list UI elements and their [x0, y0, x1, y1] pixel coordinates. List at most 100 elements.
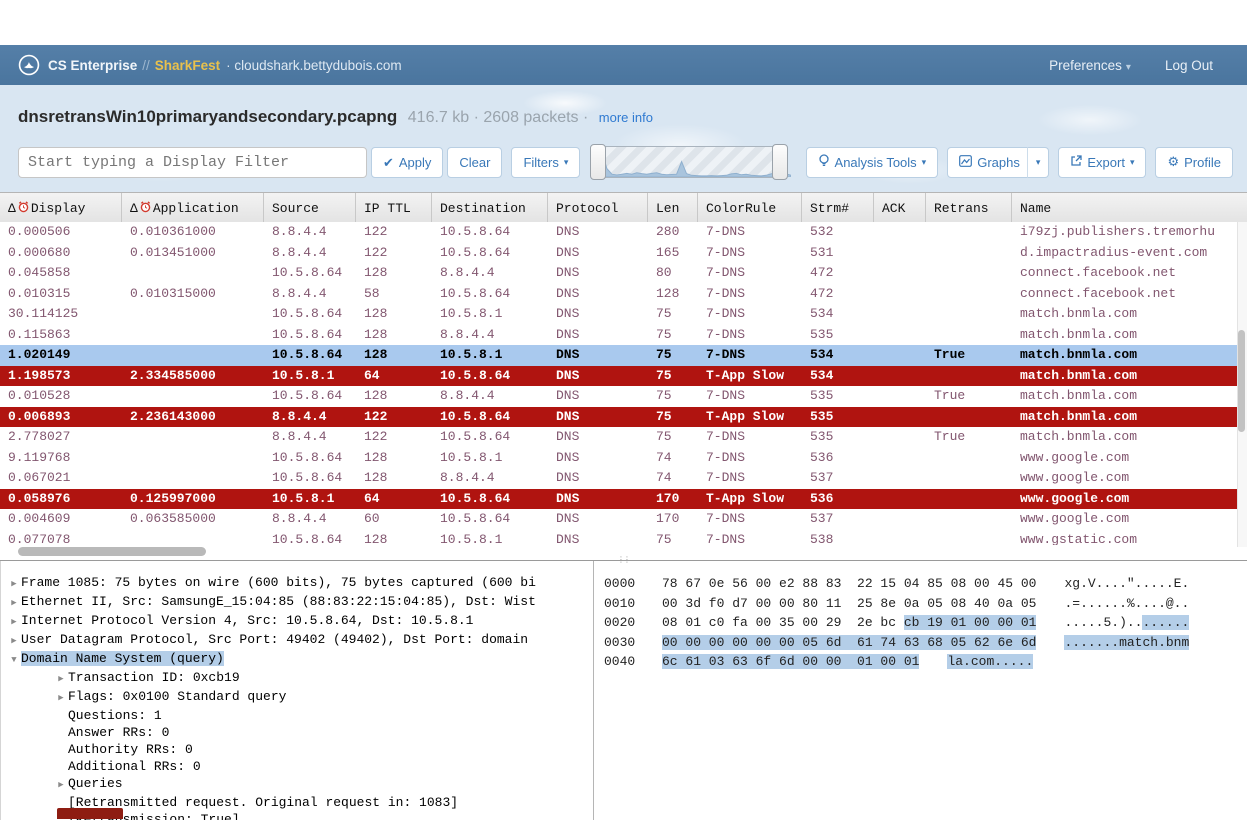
hex-row[interactable]: 0010 00 3d f0 d7 00 00 80 11 25 8e 0a 05 …: [604, 594, 1247, 614]
packet-row[interactable]: 30.114125 10.5.8.64 128 10.5.8.1 DNS 75 7-DNS 5…: [8, 306, 1138, 321]
packet-row[interactable]: 0.010315 0.010315000 8.8.4.4 58 10.5.8.64 DNS…: [8, 285, 1177, 301]
collapsed-arrow-icon[interactable]: ▶: [58, 780, 64, 790]
packet-row[interactable]: 0.010528 10.5.8.64 128 8.8.4.4 DNS 75 7-DNS 535…: [8, 388, 1138, 403]
traffic-sparkline: [597, 151, 792, 177]
collapsed-arrow-icon[interactable]: ▶: [58, 674, 64, 684]
hex-row[interactable]: 0030 00 00 00 00 00 00 05 6d 61 74 63 68 …: [604, 633, 1247, 653]
tree-line[interactable]: Authority RRs: 0: [68, 742, 193, 757]
chevron-down-icon: ▾: [1129, 156, 1135, 167]
column-header-protocol[interactable]: Protocol: [548, 193, 648, 223]
packet-row[interactable]: 0.000506 0.010361000 8.8.4.4 122 10.5.8.64 DN…: [8, 224, 1216, 239]
packet-row[interactable]: 0.077078 10.5.8.64 128 10.5.8.1 DNS 75 7-DNS 53…: [8, 531, 1138, 547]
file-info-bar: dnsretransWin10primaryandsecondary.pcapn…: [18, 107, 653, 127]
hex-row[interactable]: 0040 6c 61 03 63 6f 6d 00 00 01 00 01 la.c…: [604, 652, 1247, 672]
tree-line[interactable]: Answer RRs: 0: [68, 725, 170, 740]
capture-meta: 416.7 kb · 2608 packets ·: [407, 109, 589, 126]
hex-row[interactable]: 0020 08 01 c0 fa 00 35 00 29 2e bc cb 19 …: [604, 613, 1247, 633]
hex-ascii: .....5.)........: [1064, 615, 1190, 630]
column-header-len[interactable]: Len: [648, 193, 698, 223]
packet-row[interactable]: 1.020149 10.5.8.64 128 10.5.8.1 DNS 75 7-DNS 53…: [0, 345, 1247, 366]
packet-row[interactable]: 0.058976 0.125997000 10.5.8.1 64 10.5.8.64 DN…: [0, 488, 1247, 509]
column-header-ack[interactable]: ACK: [874, 193, 926, 223]
export-icon: [1070, 154, 1083, 170]
packet-row[interactable]: 1.198573 2.334585000 10.5.8.1 64 10.5.8.64 DN…: [0, 365, 1247, 386]
export-button[interactable]: Export ▾: [1058, 146, 1147, 178]
packet-row[interactable]: 0.115863 10.5.8.64 128 8.8.4.4 DNS 75 7-DNS 535…: [8, 326, 1138, 342]
hex-row[interactable]: 0000 78 67 0e 56 00 e2 88 83 22 15 04 85 …: [604, 574, 1247, 594]
tree-line[interactable]: Questions: 1: [68, 708, 162, 723]
tree-line[interactable]: ▶ Queries: [7, 775, 593, 794]
packet-row[interactable]: 0.045858 10.5.8.64 128 8.8.4.4 DNS 80 7-DNS 472…: [8, 265, 1177, 280]
logout-link[interactable]: Log Out: [1164, 57, 1213, 73]
hex-ascii: .=......%....@..: [1064, 595, 1190, 611]
more-info-link[interactable]: more info: [598, 110, 653, 125]
column-header-retrans[interactable]: Retrans: [926, 193, 1012, 223]
hex-ascii: .......match.bnm: [1064, 634, 1190, 650]
tree-line[interactable]: ▼ Domain Name System (query): [7, 650, 593, 669]
collapsed-arrow-icon[interactable]: ▶: [11, 579, 17, 589]
horizontal-scrollbar-track[interactable]: [0, 545, 1247, 560]
clear-filter-button[interactable]: Clear: [447, 146, 503, 178]
tree-line[interactable]: ▶ Flags: 0x0100 Standard query: [7, 688, 593, 707]
panel-resize-gripper[interactable]: ⋮⋮: [617, 555, 631, 564]
column-header-ip-ttl[interactable]: IP TTL: [356, 193, 432, 223]
packet-rows: 0.000506 0.010361000 8.8.4.4 122 10.5.8.64 DN…: [0, 222, 1247, 547]
graphs-button[interactable]: Graphs: [947, 146, 1032, 178]
timeline-range-slider[interactable]: [590, 144, 792, 180]
collapsed-arrow-icon[interactable]: ▶: [11, 617, 17, 627]
expanded-arrow-icon[interactable]: ▼: [11, 655, 17, 665]
range-handle-left[interactable]: [590, 144, 607, 180]
hex-ascii: xg.V....".....E.: [1064, 576, 1190, 591]
display-filter-input[interactable]: [18, 146, 367, 178]
column-header-name[interactable]: Name: [1020, 200, 1052, 216]
chevron-down-icon: ▾: [1125, 61, 1131, 73]
cloudshark-logo-icon: [18, 54, 40, 76]
delay-clock-icon: [139, 200, 152, 217]
hex-dump-panel: 0000 78 67 0e 56 00 e2 88 83 22 15 04 85 …: [594, 561, 1247, 820]
column-header-destination[interactable]: Destination: [432, 193, 548, 223]
profile-button[interactable]: ⚙ Profile: [1155, 146, 1233, 178]
filters-dropdown-button[interactable]: Filters ▾: [511, 146, 581, 178]
tree-line[interactable]: ▶ Frame 1085: 75 bytes on wire (600 bits)…: [7, 574, 593, 593]
packet-row[interactable]: 0.000680 0.013451000 8.8.4.4 122 10.5.8.64 DN…: [8, 244, 1208, 260]
tree-line[interactable]: ▶ Internet Protocol Version 4, Src: 10.5.…: [7, 612, 593, 631]
tree-line[interactable]: Additional RRs: 0: [68, 759, 201, 774]
filter-toolbar: ✔ Apply Clear Filters ▾ Analysis Tools ▾: [18, 144, 1233, 180]
range-handle-right[interactable]: [771, 144, 788, 180]
packet-row[interactable]: 2.778027 8.8.4.4 122 10.5.8.64 DNS 75 7-DNS 535…: [8, 429, 1138, 444]
tree-line[interactable]: [Retransmitted request. Original request…: [68, 795, 459, 810]
toolbar-zone: dnsretransWin10primaryandsecondary.pcapn…: [0, 85, 1247, 192]
event-name: SharkFest: [154, 57, 221, 73]
lightbulb-icon: [818, 153, 830, 171]
preferences-menu[interactable]: Preferences ▾: [1049, 57, 1131, 73]
graphs-dropdown-button[interactable]: ▾: [1026, 146, 1050, 178]
tree-line[interactable]: ▶ Transaction ID: 0xcb19: [7, 669, 593, 688]
collapsed-arrow-icon[interactable]: ▶: [58, 693, 64, 703]
brand-name: CS Enterprise: [48, 57, 138, 73]
packet-row[interactable]: 0.006893 2.236143000 8.8.4.4 122 10.5.8.64 DN…: [0, 406, 1247, 427]
column-header-colorrule[interactable]: ColorRule: [698, 193, 802, 223]
column-header-source[interactable]: Source: [264, 193, 356, 223]
check-icon: ✔: [382, 154, 394, 170]
column-header-delta-display[interactable]: Δ Display: [0, 193, 122, 223]
apply-filter-button[interactable]: ✔ Apply: [370, 146, 444, 178]
tree-line[interactable]: [Retransmission: True]: [68, 812, 240, 820]
vertical-scrollbar-thumb[interactable]: [1238, 330, 1245, 432]
collapsed-arrow-icon[interactable]: ▶: [11, 598, 17, 608]
packet-row[interactable]: 0.004609 0.063585000 8.8.4.4 60 10.5.8.64 DNS…: [8, 511, 1130, 526]
horizontal-scrollbar-thumb[interactable]: [18, 547, 206, 556]
column-header-stream[interactable]: Strm#: [802, 193, 874, 223]
hex-offset: 0020: [604, 615, 636, 630]
hex-ascii: la.com.....: [947, 654, 1034, 669]
tree-line[interactable]: ▶ User Datagram Protocol, Src Port: 49402…: [7, 631, 593, 650]
collapsed-arrow-icon[interactable]: ▶: [11, 636, 17, 646]
analysis-tools-button[interactable]: Analysis Tools ▾: [805, 146, 939, 178]
column-header-delta-application[interactable]: Δ Application: [122, 193, 264, 223]
hex-offset: 0010: [604, 595, 636, 611]
tree-line[interactable]: ▶ Ethernet II, Src: SamsungE_15:04:85 (88…: [7, 593, 593, 612]
chevron-down-icon: ▾: [1035, 156, 1041, 167]
packet-row[interactable]: 9.119768 10.5.8.64 128 10.5.8.1 DNS 74 7-DNS 53…: [8, 449, 1130, 465]
packet-row[interactable]: 0.067021 10.5.8.64 128 8.8.4.4 DNS 74 7-DNS 537…: [8, 470, 1130, 485]
chevron-down-icon: ▾: [921, 156, 927, 167]
delay-clock-icon: [17, 200, 30, 217]
